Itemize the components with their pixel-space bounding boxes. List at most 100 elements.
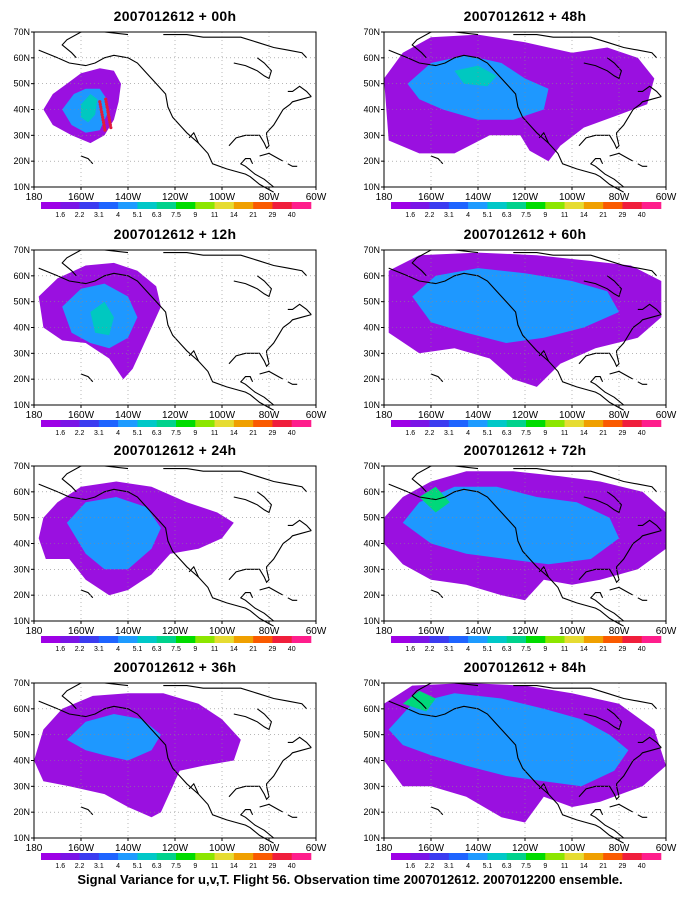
colorbar-label: 11: [561, 212, 568, 219]
colorbar-swatch: [487, 202, 508, 209]
coastline-segment: [583, 708, 623, 731]
colorbar-swatch: [506, 420, 527, 427]
colorbar-label: 6.3: [502, 212, 512, 219]
colorbar-label: 14: [230, 430, 238, 437]
colorbar-label: 14: [580, 212, 588, 219]
lon-label: 140W: [465, 410, 492, 421]
colorbar: 1.6 2.2 3.1 4 5.1 6.3 7.5 9 11 14 21 29 40: [41, 636, 312, 653]
lat-label: 40N: [363, 323, 380, 333]
lon-label: 80W: [609, 626, 630, 637]
coastline-segment: [583, 57, 623, 80]
coastline-segment: [388, 483, 624, 627]
lat-label: 60N: [13, 704, 30, 714]
lon-label: 160W: [68, 843, 95, 854]
colorbar: 1.6 2.2 3.1 4 5.1 6.3 7.5 9 11 14 21 29 40: [391, 202, 662, 219]
lon-label: 160W: [68, 410, 95, 421]
observation-point: [109, 125, 113, 130]
colorbar-swatch: [603, 853, 623, 860]
colorbar-label: 5.1: [483, 430, 493, 437]
colorbar-swatch: [118, 202, 138, 209]
colorbar-label: 14: [230, 863, 238, 870]
lat-label: 60N: [363, 53, 380, 63]
coastline-segment: [538, 349, 550, 362]
coastline-segment: [239, 592, 275, 622]
coastline-segment: [430, 373, 444, 383]
coastline-segment: [163, 685, 308, 710]
lat-label: 10N: [13, 400, 30, 410]
colorbar-swatch: [79, 636, 100, 643]
lon-label: 100W: [209, 410, 236, 421]
colorbar-label: 40: [288, 212, 296, 219]
colorbar-label: 4: [116, 863, 120, 870]
coastline-segment: [259, 586, 284, 596]
coastline-segment: [188, 782, 200, 795]
lon-label: 160W: [68, 626, 95, 637]
lon-label: 80W: [259, 192, 280, 203]
lat-label: 50N: [13, 730, 30, 740]
observation-point: [102, 125, 107, 130]
coastline-segment: [388, 49, 624, 193]
panel-title: 2007012612 + 84h: [463, 659, 587, 675]
colorbar-swatch: [641, 202, 662, 209]
coastline-segment: [430, 155, 444, 165]
lat-label: 60N: [363, 704, 380, 714]
coastline-segment: [589, 809, 625, 839]
colorbar-label: 21: [599, 646, 607, 653]
colorbar-swatch: [583, 636, 604, 643]
colorbar-swatch: [79, 853, 100, 860]
map-panel-36h: 70N 60N 50N 40N 30N 20N 10N 180 160W 140W 120W 100W…: [0, 651, 350, 871]
colorbar-label: 9: [193, 863, 197, 870]
colorbar-label: 11: [211, 212, 218, 219]
colorbar-label: 40: [638, 646, 646, 653]
colorbar-label: 40: [288, 430, 296, 437]
lon-label: 80W: [609, 192, 630, 203]
colorbar-label: 21: [599, 430, 607, 437]
lat-label: 50N: [363, 79, 380, 89]
colorbar-swatch: [583, 853, 604, 860]
coastline-segment: [259, 370, 284, 380]
lat-label: 30N: [363, 564, 380, 574]
lon-label: 120W: [162, 192, 189, 203]
lat-label: 40N: [13, 323, 30, 333]
colorbar-swatch: [641, 853, 662, 860]
lon-label: 160W: [418, 626, 445, 637]
lon-label: 160W: [418, 410, 445, 421]
coastline-segment: [583, 491, 623, 514]
lat-label: 20N: [363, 590, 380, 600]
colorbar-label: 29: [619, 863, 627, 870]
colorbar-swatch: [195, 636, 215, 643]
colorbar-swatch: [545, 636, 565, 643]
lon-label: 180: [26, 410, 43, 421]
colorbar-swatch: [291, 420, 312, 427]
colorbar-label: 7.5: [521, 863, 531, 870]
colorbar-swatch: [272, 420, 293, 427]
observation-point: [108, 123, 112, 127]
colorbar-swatch: [564, 853, 585, 860]
colorbar-swatch: [468, 420, 488, 427]
colorbar-swatch: [564, 636, 585, 643]
colorbar-label: 11: [211, 646, 218, 653]
colorbar-swatch: [60, 420, 80, 427]
colorbar-swatch: [137, 202, 158, 209]
colorbar-swatch: [410, 853, 430, 860]
colorbar-label: 2.2: [425, 646, 435, 653]
lat-label: 30N: [363, 348, 380, 358]
observation-point: [101, 118, 105, 122]
colorbar-swatch: [233, 853, 254, 860]
coastline-segment: [239, 158, 275, 188]
coastline-segment: [228, 314, 312, 368]
lon-label: 120W: [162, 843, 189, 854]
colorbar-swatch: [60, 202, 80, 209]
lon-label: 140W: [465, 843, 492, 854]
colorbar-swatch: [253, 636, 273, 643]
colorbar-label: 9: [543, 430, 547, 437]
colorbar-label: 9: [193, 430, 197, 437]
lat-label: 40N: [13, 539, 30, 549]
colorbar-swatch: [60, 636, 80, 643]
lat-label: 50N: [363, 513, 380, 523]
colorbar-label: 3.1: [94, 430, 104, 437]
colorbar-label: 1.6: [55, 863, 65, 870]
